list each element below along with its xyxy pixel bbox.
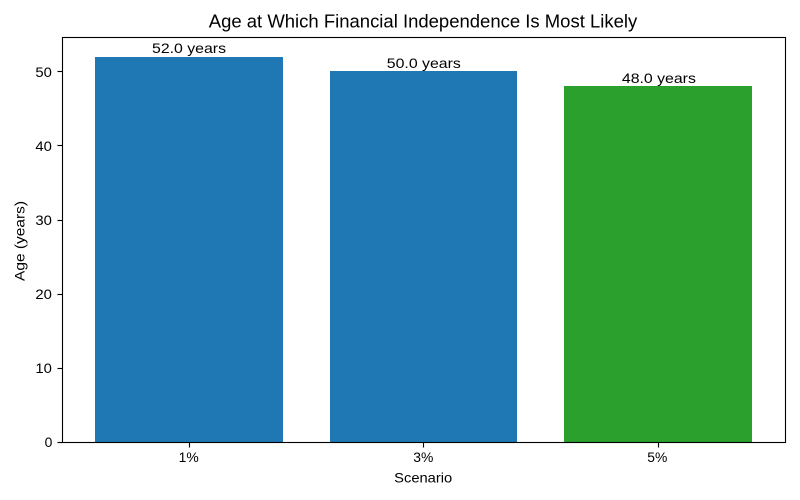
svg-text:Scenario: Scenario: [394, 469, 452, 485]
svg-text:48.0 years: 48.0 years: [622, 70, 696, 86]
svg-text:52.0 years: 52.0 years: [152, 40, 226, 56]
svg-text:20: 20: [35, 286, 52, 302]
svg-text:5%: 5%: [647, 449, 667, 465]
svg-text:10: 10: [35, 360, 52, 376]
svg-text:30: 30: [35, 212, 52, 228]
svg-text:50: 50: [35, 64, 52, 80]
svg-text:3%: 3%: [413, 449, 433, 465]
svg-text:1%: 1%: [179, 449, 199, 465]
svg-text:50.0 years: 50.0 years: [387, 55, 461, 71]
svg-text:Age at Which Financial Indepen: Age at Which Financial Independence Is M…: [209, 12, 638, 32]
svg-text:0: 0: [45, 434, 53, 450]
svg-text:Age (years): Age (years): [12, 201, 28, 281]
svg-text:40: 40: [35, 138, 52, 154]
